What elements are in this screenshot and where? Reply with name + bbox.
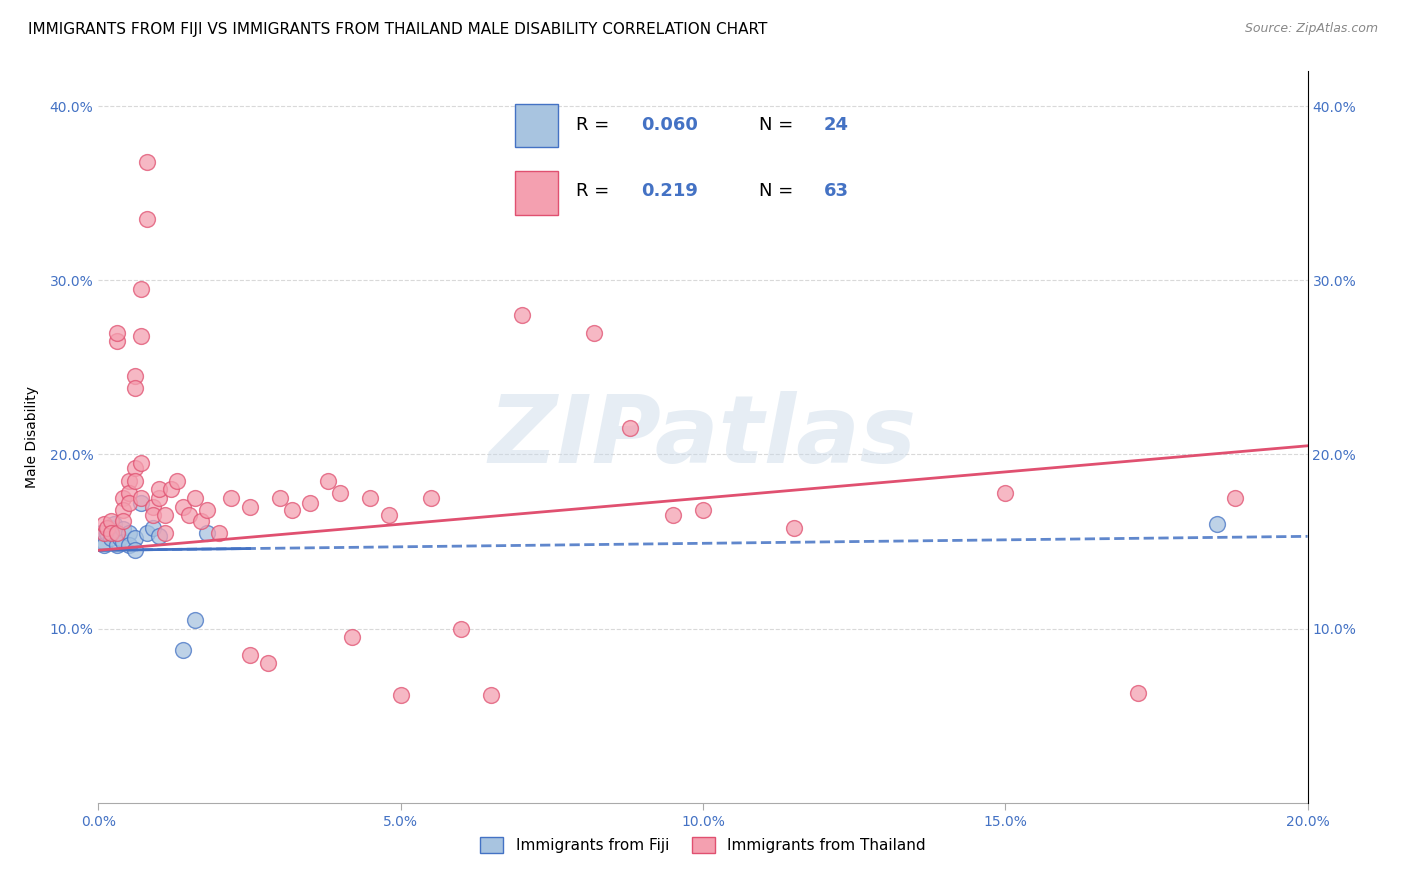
Point [108,531,131,545]
Point [510,308,533,322]
Point [96,525,118,540]
Point [195,503,218,517]
Point [111,503,134,517]
Point [619,421,641,435]
Point [111,491,134,505]
Point [118,525,141,540]
Text: Source: ZipAtlas.com: Source: ZipAtlas.com [1244,22,1378,36]
Point [142,521,165,535]
Point [111,514,134,528]
Point [124,531,146,545]
Point [100,531,122,545]
Point [105,525,128,540]
Point [994,485,1017,500]
Point [190,514,212,528]
Point [360,491,382,505]
Point [148,491,170,505]
Point [135,525,157,540]
Point [118,538,141,552]
Point [142,508,165,523]
Point [160,483,183,497]
Point [124,474,146,488]
Point [1206,517,1229,532]
Text: ZIPatlas: ZIPatlas [489,391,917,483]
Point [100,525,122,540]
Point [281,503,304,517]
Point [118,485,141,500]
Point [124,461,146,475]
Point [783,521,806,535]
Point [661,508,683,523]
Point [239,648,262,662]
Y-axis label: Male Disability: Male Disability [24,386,38,488]
Point [129,491,152,505]
Point [420,491,443,505]
Point [692,503,714,517]
Point [96,521,118,535]
Point [142,500,165,514]
Point [172,642,194,657]
Point [179,508,201,523]
Point [129,329,152,343]
Point [184,491,207,505]
Point [184,613,207,627]
Point [129,496,152,510]
Point [1223,491,1246,505]
Point [124,369,146,384]
Point [1128,686,1150,700]
Point [105,326,128,340]
Point [299,496,322,510]
Point [256,657,278,671]
Point [93,517,115,532]
Point [90,525,112,540]
Point [111,534,134,549]
Point [316,474,339,488]
Point [100,514,122,528]
Point [124,381,146,395]
Point [135,212,157,227]
Point [118,496,141,510]
Point [195,525,218,540]
Point [129,456,152,470]
Point [450,622,472,636]
Point [148,529,170,543]
Point [153,508,176,523]
Point [342,631,364,645]
Point [377,508,399,523]
Point [221,491,243,505]
Point [481,688,503,702]
Point [124,543,146,558]
Point [103,517,125,532]
Point [153,525,176,540]
Point [269,491,291,505]
Point [129,282,152,296]
Point [93,534,115,549]
Point [93,538,115,552]
Point [118,474,141,488]
Point [105,334,128,349]
Point [100,521,122,535]
Legend: Immigrants from Fiji, Immigrants from Thailand: Immigrants from Fiji, Immigrants from Th… [472,830,934,861]
Point [111,522,134,536]
Point [148,483,170,497]
Point [105,525,128,540]
Point [93,525,115,540]
Point [172,500,194,514]
Point [329,485,352,500]
Point [239,500,262,514]
Point [166,474,188,488]
Point [389,688,412,702]
Text: IMMIGRANTS FROM FIJI VS IMMIGRANTS FROM THAILAND MALE DISABILITY CORRELATION CHA: IMMIGRANTS FROM FIJI VS IMMIGRANTS FROM … [28,22,768,37]
Point [135,155,157,169]
Point [208,525,231,540]
Point [105,538,128,552]
Point [583,326,606,340]
